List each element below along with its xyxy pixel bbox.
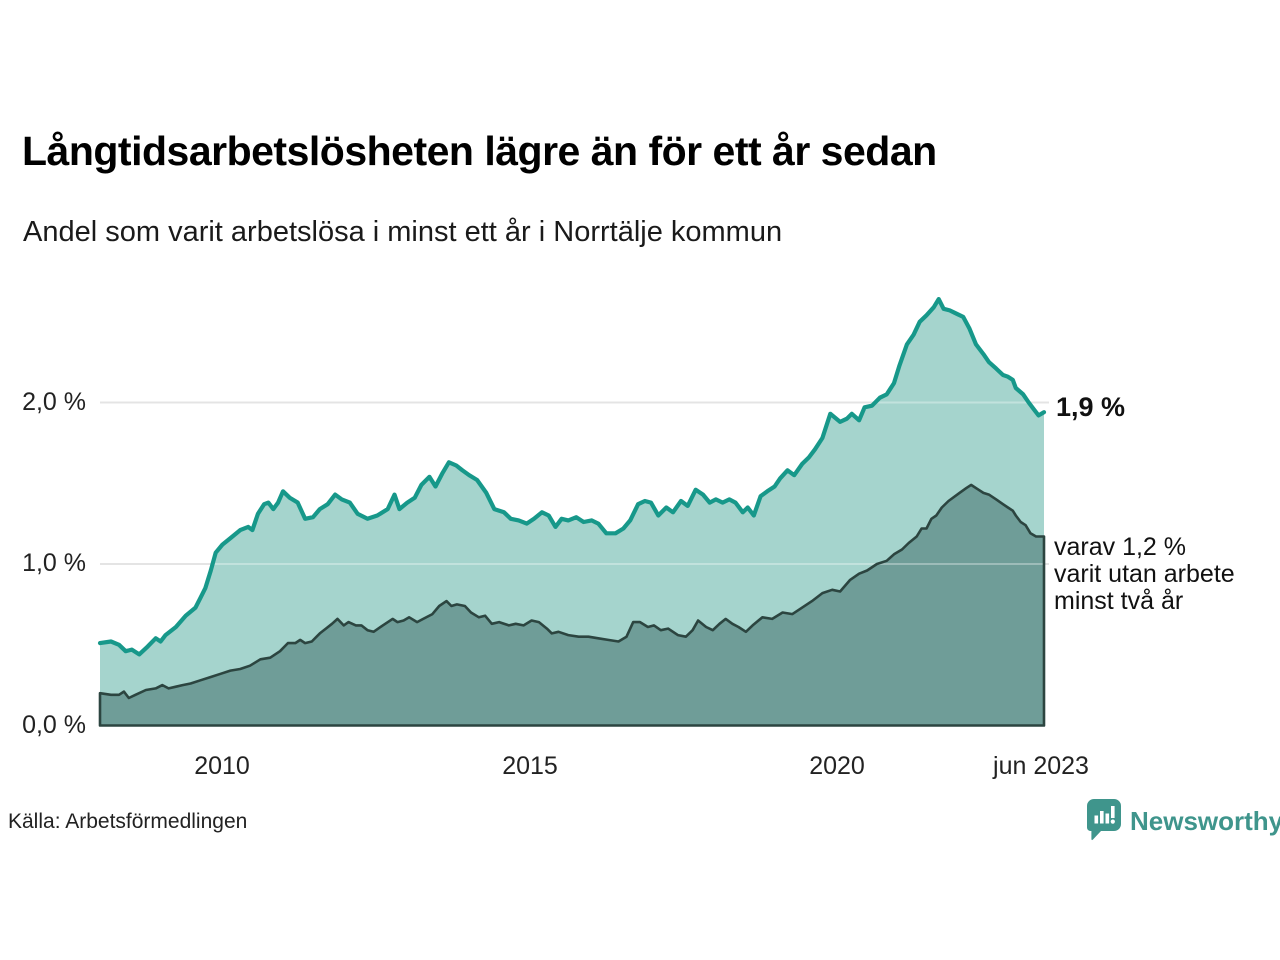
source-note: Källa: Arbetsförmedlingen <box>8 810 248 833</box>
area-two-year-fill <box>100 484 1044 726</box>
two-year-note-line1: varav 1,2 % <box>1054 533 1187 561</box>
latest-value-label: 1,9 % <box>1056 392 1126 422</box>
two-year-note: varav 1,2 % varit utan arbete minst två … <box>1054 534 1235 615</box>
newsworthy-bubble-chart-icon <box>1087 799 1121 841</box>
two-year-note-line2: varit utan arbete <box>1054 560 1235 588</box>
two-year-note-line3: minst två år <box>1054 587 1184 615</box>
y-tick-1-0: 1,0 % <box>22 549 86 577</box>
gridlines-overlay <box>100 401 1049 565</box>
x-tick-2010: 2010 <box>194 752 250 780</box>
y-tick-2-0: 2,0 % <box>22 388 86 416</box>
page-title: Långtidsarbetslösheten lägre än för ett … <box>22 128 937 174</box>
page-subtitle: Andel som varit arbetslösa i minst ett å… <box>23 216 783 248</box>
line-total <box>97 297 1047 657</box>
x-tick-2020: 2020 <box>809 752 865 780</box>
x-tick-2015: 2015 <box>502 752 558 780</box>
x-tick-jun-2023: jun 2023 <box>993 752 1089 780</box>
newsworthy-wordmark: Newsworthy <box>1130 806 1280 836</box>
y-tick-0-0: 0,0 % <box>22 711 86 739</box>
area-two-year-outline <box>98 483 1046 727</box>
newsworthy-logo: Newsworthy <box>1087 799 1280 841</box>
